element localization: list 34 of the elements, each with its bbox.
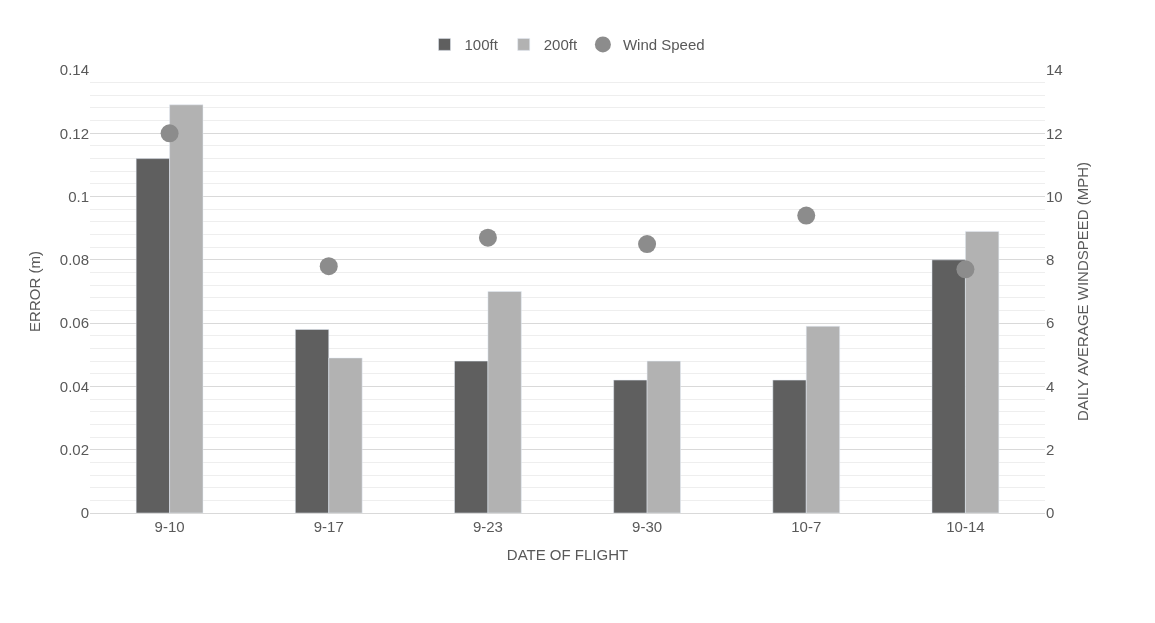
y2-tick-label: 10 (1046, 187, 1063, 205)
x-tick-label: 9-30 (632, 518, 663, 535)
y2-tick-label: 14 (1046, 61, 1063, 79)
legend-label: Wind Speed (622, 36, 705, 54)
x-tick-label: 10-14 (946, 518, 985, 535)
x-tick-label: 10-7 (791, 518, 822, 535)
y-tick-label: 0.1 (68, 187, 89, 205)
y-tick-label: 0.04 (59, 377, 89, 395)
point (160, 124, 179, 143)
x-tick-label: 9-17 (313, 518, 344, 535)
y2-tick-label: 0 (1046, 504, 1055, 522)
y-tick-label: 0.14 (59, 61, 89, 79)
point (797, 206, 816, 225)
y2-tick-label: 8 (1046, 251, 1055, 269)
x-tick-label: 9-10 (154, 518, 185, 535)
y2-tick-label: 4 (1046, 377, 1055, 395)
x-tick-label: 9-23 (472, 518, 503, 535)
legend-label: 100ft (464, 36, 499, 54)
y-tick-label: 0.02 (59, 440, 89, 458)
y-axis-title: ERROR (m) (26, 251, 44, 332)
y-tick-label: 0.08 (59, 251, 89, 269)
point (956, 260, 975, 279)
y-tick-label: 0 (80, 504, 89, 522)
y2-axis-title: DAILY AVERAGE WINDSPEED (MPH) (1073, 161, 1091, 422)
point (638, 235, 657, 254)
y-tick-label: 0.06 (59, 314, 89, 332)
y2-tick-label: 6 (1046, 314, 1055, 332)
y2-tick-label: 2 (1046, 440, 1055, 458)
point (319, 257, 338, 276)
legend-label: 200ft (543, 36, 578, 54)
x-axis-title: DATE OF FLIGHT (506, 546, 629, 563)
y2-tick-label: 12 (1046, 124, 1063, 142)
point (478, 228, 497, 247)
y-tick-label: 0.12 (59, 124, 89, 142)
